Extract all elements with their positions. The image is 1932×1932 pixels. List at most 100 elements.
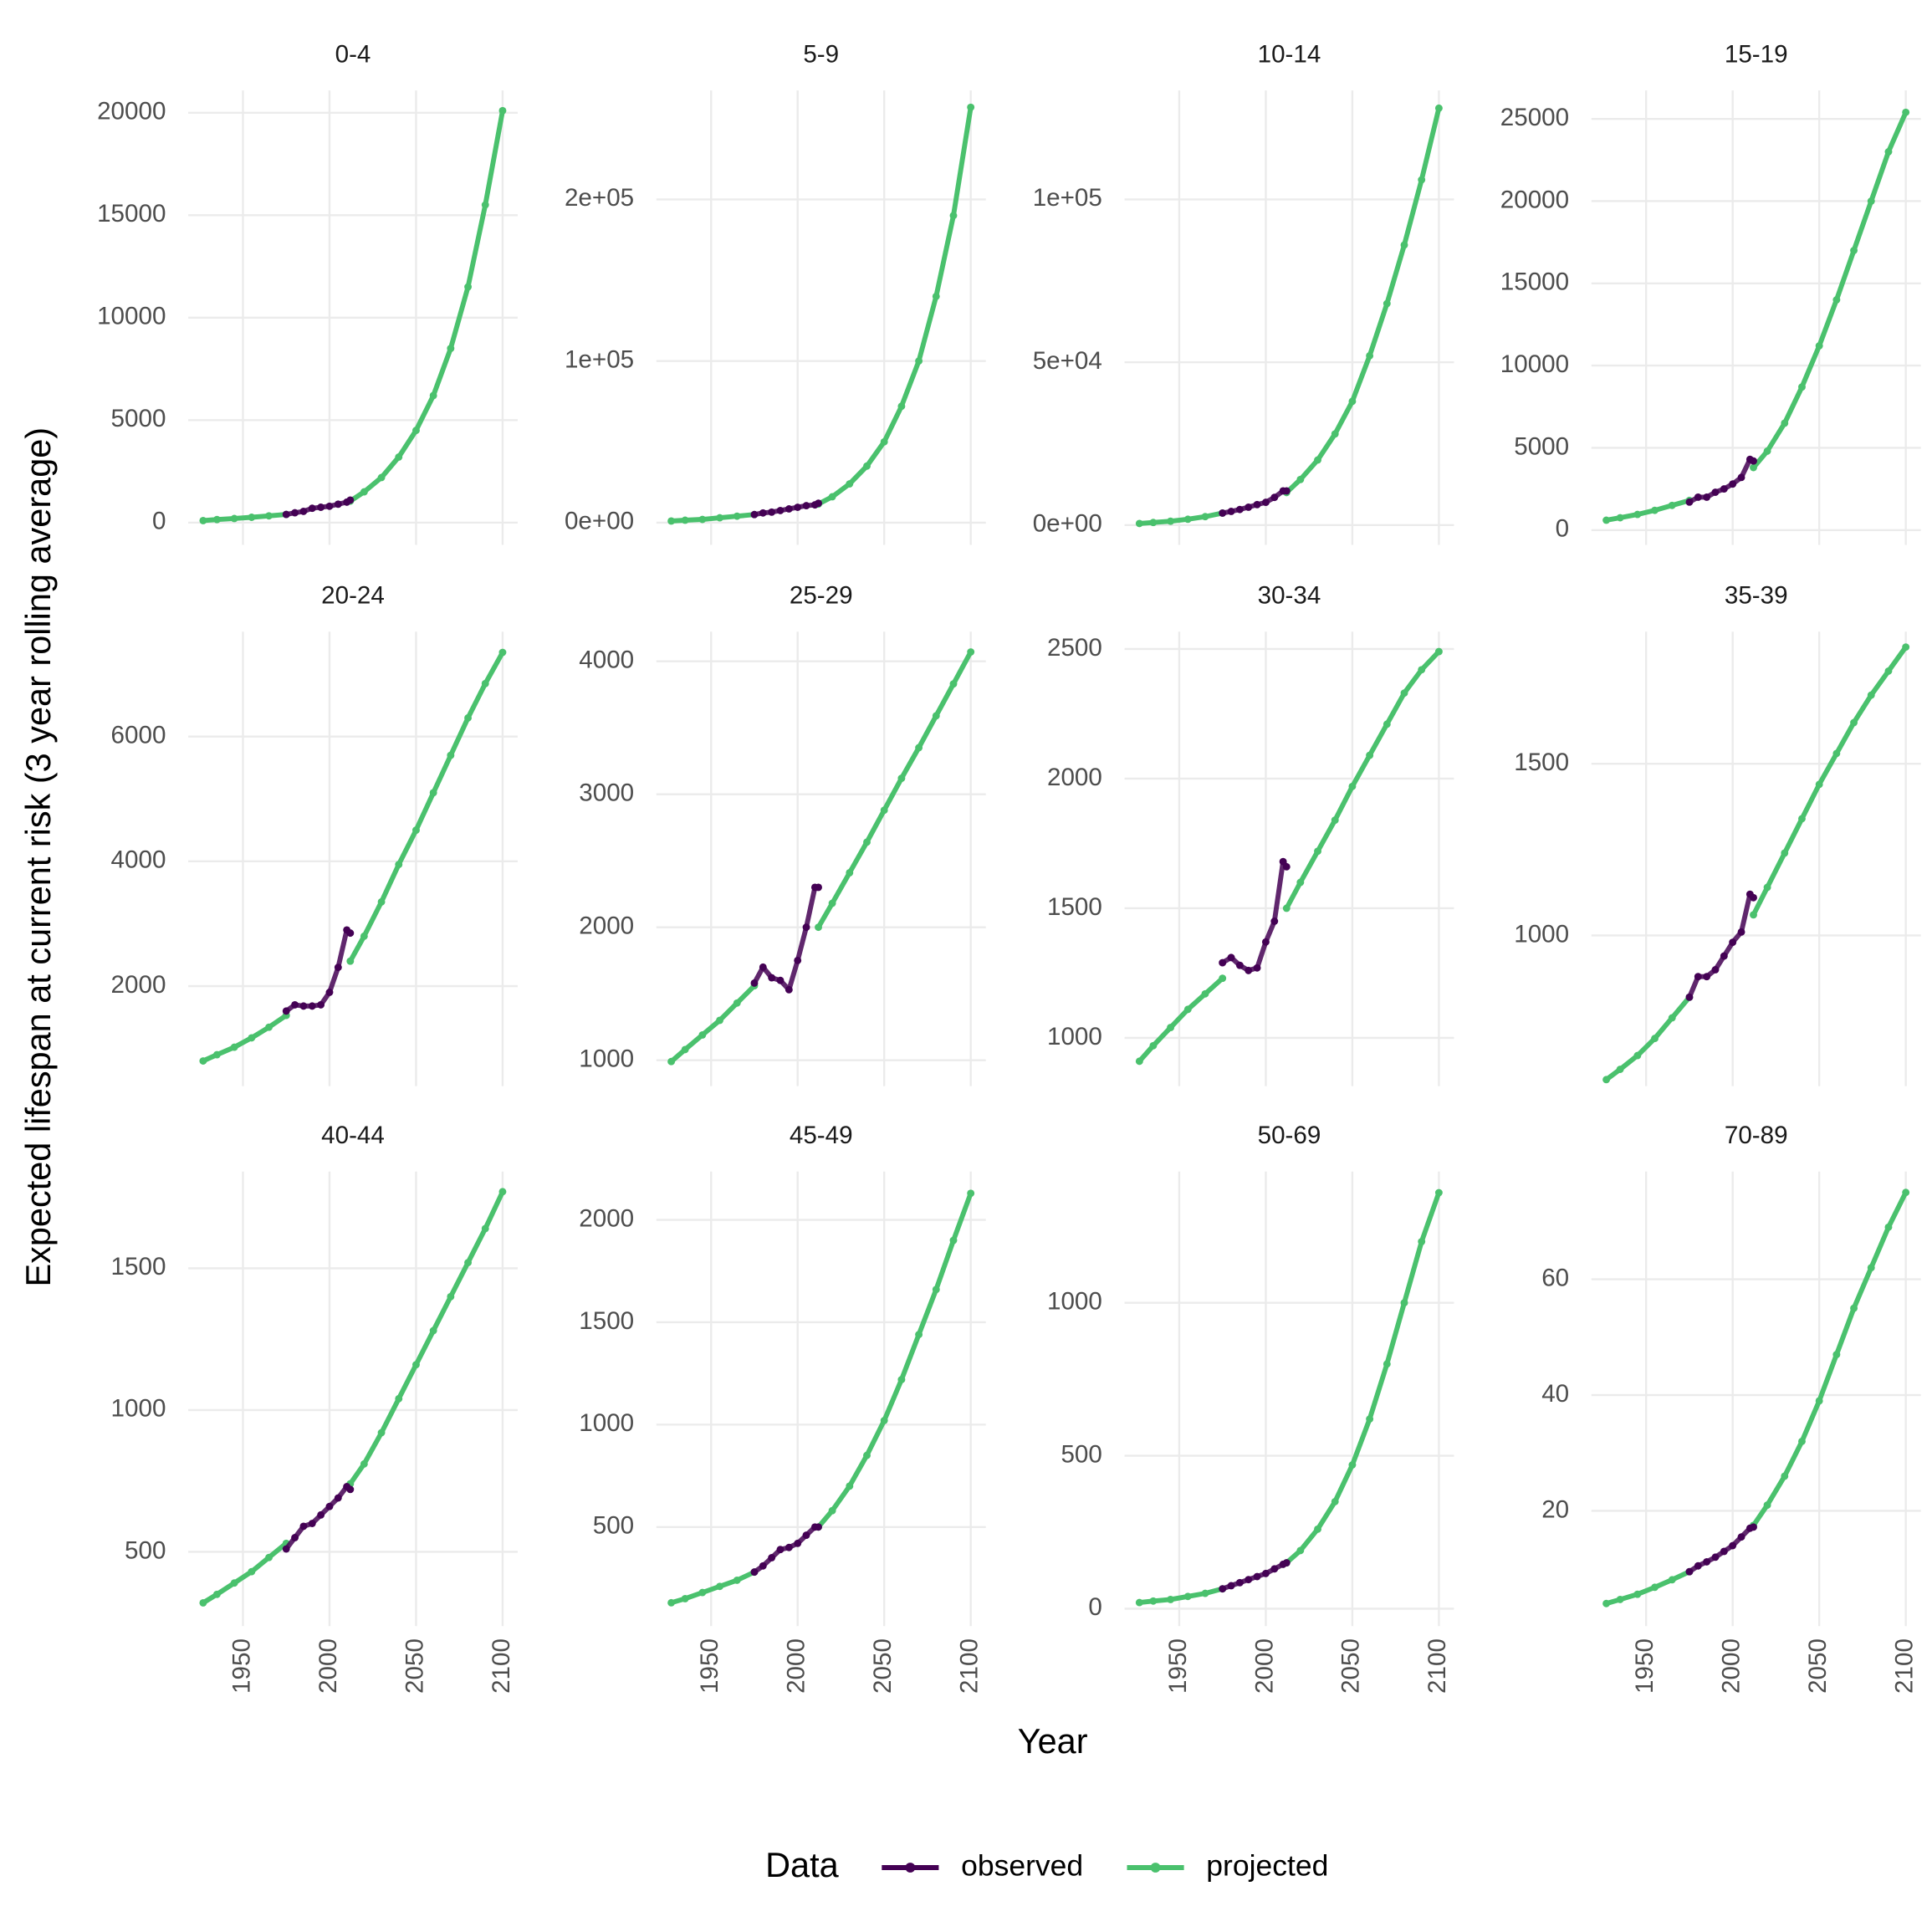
data-point [1729,1541,1737,1550]
y-tick-label: 1000 [579,1409,634,1437]
data-point [447,1292,455,1301]
facet-title: 45-49 [790,1122,853,1149]
data-point [464,283,473,291]
y-tick-label: 2000 [1047,764,1102,791]
y-tick-label: 20 [1541,1495,1569,1523]
data-point [667,1598,676,1607]
x-tick-label: 2050 [1337,1638,1365,1694]
y-tick-label: 1000 [1047,1288,1102,1316]
data-point [1383,1360,1391,1368]
data-point [429,1326,437,1335]
x-tick-label: 2000 [783,1638,810,1694]
facet-title: 0-4 [335,40,371,68]
data-point [317,1000,325,1009]
data-point [1902,108,1910,116]
data-point [346,929,355,938]
data-point [282,1545,290,1553]
data-point [949,680,958,688]
x-tick-label: 2100 [1423,1638,1451,1694]
data-point [1850,247,1858,254]
data-point [1261,1569,1270,1577]
data-point [1798,383,1806,391]
y-tick-label: 1500 [1514,749,1569,776]
data-point [967,103,975,111]
x-tick-label: 2000 [1250,1638,1278,1694]
data-point [265,1023,273,1031]
data-point [1314,1525,1321,1533]
data-point [1366,751,1374,759]
facet-title: 25-29 [790,582,853,610]
data-point [395,861,403,869]
data-point [1261,498,1270,507]
data-point [1668,1014,1676,1022]
data-point [1219,974,1227,983]
data-point [863,838,871,846]
data-point [1235,505,1244,514]
data-point [733,999,741,1007]
data-point [1282,487,1291,495]
data-point [802,502,810,510]
data-point [897,1376,906,1383]
data-point [815,1523,822,1531]
data-point [681,1595,689,1602]
data-point [1651,1035,1659,1043]
y-tick-label: 1500 [579,1307,634,1335]
x-tick-label: 2050 [1804,1638,1832,1694]
y-axis-label: Expected lifespan at current risk (3 yea… [18,427,58,1287]
y-tick-label: 5000 [111,405,166,432]
data-point [880,437,888,446]
data-point [1729,938,1737,947]
data-point [265,1553,273,1561]
data-point [1867,1264,1875,1272]
data-point [1703,493,1711,501]
data-point [1798,815,1806,823]
data-point [1434,1188,1443,1197]
y-tick-label: 2e+05 [565,184,634,212]
data-point [447,751,455,759]
data-point [395,453,403,461]
data-point [1418,176,1426,184]
data-point [794,503,802,511]
data-point [248,1567,256,1576]
data-point [1694,493,1702,501]
y-tick-label: 5e+04 [1033,347,1102,375]
data-point [212,1590,221,1598]
data-point [1270,1565,1279,1573]
data-point [1366,1415,1374,1423]
data-point [1616,514,1624,522]
data-point [1694,973,1702,981]
data-point [481,201,489,209]
data-point [1135,519,1143,528]
data-point [1633,1051,1642,1060]
data-point [716,514,724,522]
data-point [1314,847,1321,856]
data-point [1167,1595,1175,1603]
data-point [464,713,473,722]
data-point [785,505,793,513]
data-point [1314,456,1321,464]
data-point [199,1057,207,1065]
data-point [1400,689,1408,698]
data-point [282,510,290,519]
data-point [291,1000,299,1009]
data-point [248,1034,256,1042]
legend-key-point [1150,1863,1161,1873]
data-point [1720,485,1728,493]
y-tick-label: 4000 [111,846,166,874]
data-point [1331,430,1339,438]
y-tick-label: 0 [1556,515,1569,543]
data-point [412,826,420,835]
y-tick-label: 10000 [97,303,166,330]
data-point [1616,1595,1624,1603]
y-tick-label: 1000 [579,1045,634,1072]
data-point [308,1002,316,1010]
data-point [230,1043,238,1051]
data-point [481,1224,489,1233]
x-axis-label: Year [1018,1721,1088,1761]
data-point [1737,1533,1745,1541]
data-point [1418,1238,1426,1245]
y-tick-label: 1e+05 [565,345,634,373]
data-point [1685,498,1694,506]
legend-key-point [905,1863,916,1873]
data-point [1602,516,1611,524]
